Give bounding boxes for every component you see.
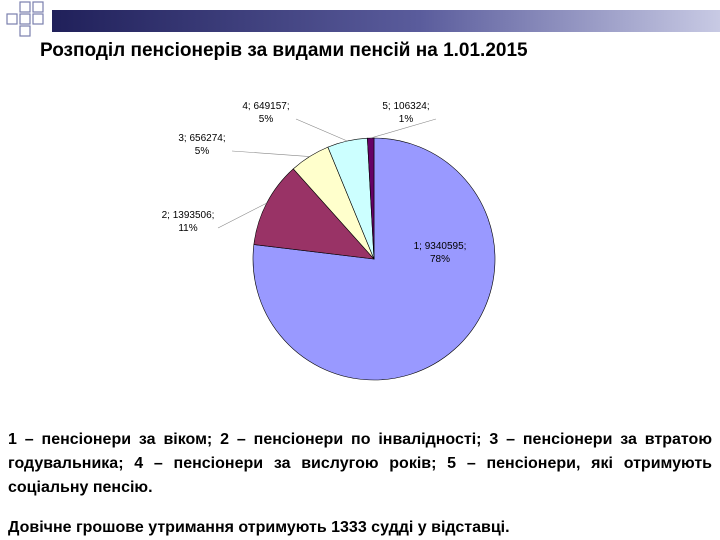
leader-line-2 <box>217 202 267 229</box>
leader-line-3 <box>231 150 310 157</box>
data-label-5: 5; 106324; 1% <box>382 101 429 125</box>
header-square <box>19 1 31 13</box>
data-label-2: 2; 1393506; 11% <box>162 210 215 234</box>
data-label-1: 1; 9340595; 78% <box>414 241 467 265</box>
header-square <box>32 1 44 13</box>
note-text: Довічне грошове утримання отримують 1333… <box>8 519 510 536</box>
page-title: Розподіл пенсіонерів за видами пенсій на… <box>40 40 528 61</box>
header-square <box>19 13 31 25</box>
leader-line-5 <box>370 118 437 139</box>
header-decoration <box>6 1 720 37</box>
data-label-3: 3; 656274; 5% <box>178 133 225 157</box>
legend-description: 1 – пенсіонери за віком; 2 – пенсіонери … <box>8 431 712 496</box>
pie-slice-5 <box>367 137 375 260</box>
header-square <box>6 13 18 25</box>
leader-line-4 <box>295 118 348 142</box>
header-band <box>52 10 720 32</box>
header-square <box>32 13 44 25</box>
header-square <box>19 25 31 37</box>
pie-chart: 1; 9340595; 78% 2; 1393506; 11% 3; 656274; 5%… <box>162 101 496 381</box>
data-label-4: 4; 649157; 5% <box>242 101 289 125</box>
